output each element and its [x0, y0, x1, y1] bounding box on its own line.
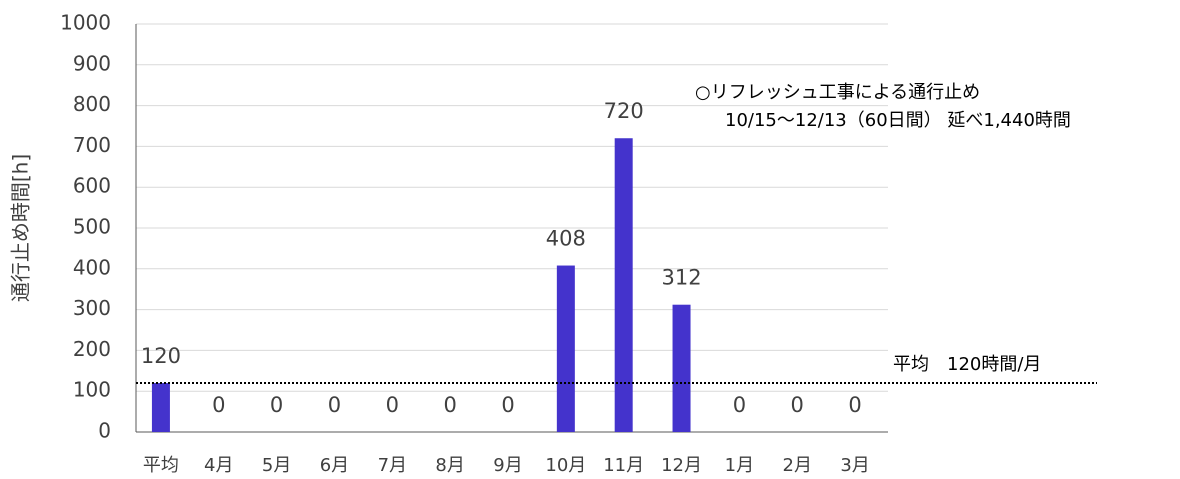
bar — [614, 138, 633, 433]
y-tick-label: 100 — [73, 378, 111, 402]
data-label: 0 — [270, 393, 283, 417]
x-tick-label: 4月 — [204, 455, 233, 476]
y-tick-label: 300 — [73, 296, 111, 320]
x-tick-label: 3月 — [840, 455, 869, 476]
y-tick-label: 400 — [73, 255, 111, 279]
annotation: 平均 120時間/月 — [893, 354, 1041, 375]
data-label: 0 — [386, 393, 399, 417]
bar — [556, 265, 575, 432]
bar — [672, 304, 691, 432]
x-tick-label: 12月 — [661, 455, 702, 476]
x-tick-label: 7月 — [378, 455, 407, 476]
x-tick-label: 8月 — [435, 455, 464, 476]
x-tick-label: 10月 — [545, 455, 586, 476]
annotation: 10/15～12/13（60日間） 延べ1,440時間 — [725, 110, 1071, 131]
y-axis-label: 通行止め時間[h] — [9, 154, 33, 302]
y-tick-label: 700 — [73, 133, 111, 157]
data-label: 0 — [328, 393, 341, 417]
y-tick-label: 600 — [73, 174, 111, 198]
data-label: 408 — [546, 227, 586, 251]
data-label: 0 — [733, 393, 746, 417]
bar — [151, 383, 170, 432]
data-label: 0 — [212, 393, 225, 417]
x-tick-label: 9月 — [493, 455, 522, 476]
y-tick-label: 500 — [73, 215, 111, 239]
y-tick-label: 200 — [73, 337, 111, 361]
x-tick-label: 2月 — [783, 455, 812, 476]
data-label: 0 — [501, 393, 514, 417]
data-label: 0 — [443, 393, 456, 417]
data-label: 0 — [848, 393, 861, 417]
data-label: 0 — [791, 393, 804, 417]
y-tick-label: 0 — [98, 419, 111, 443]
x-tick-label: 5月 — [262, 455, 291, 476]
data-label: 720 — [604, 99, 644, 123]
y-tick-label: 1000 — [60, 11, 111, 35]
data-label: 312 — [661, 266, 701, 290]
y-tick-label: 800 — [73, 92, 111, 116]
x-tick-label: 1月 — [725, 455, 754, 476]
x-tick-label: 11月 — [603, 455, 644, 476]
x-tick-label: 平均 — [143, 455, 179, 476]
annotation: ○リフレッシュ工事による通行止め — [695, 82, 980, 103]
y-tick-label: 900 — [73, 51, 111, 75]
x-tick-label: 6月 — [320, 455, 349, 476]
data-label: 120 — [141, 344, 181, 368]
